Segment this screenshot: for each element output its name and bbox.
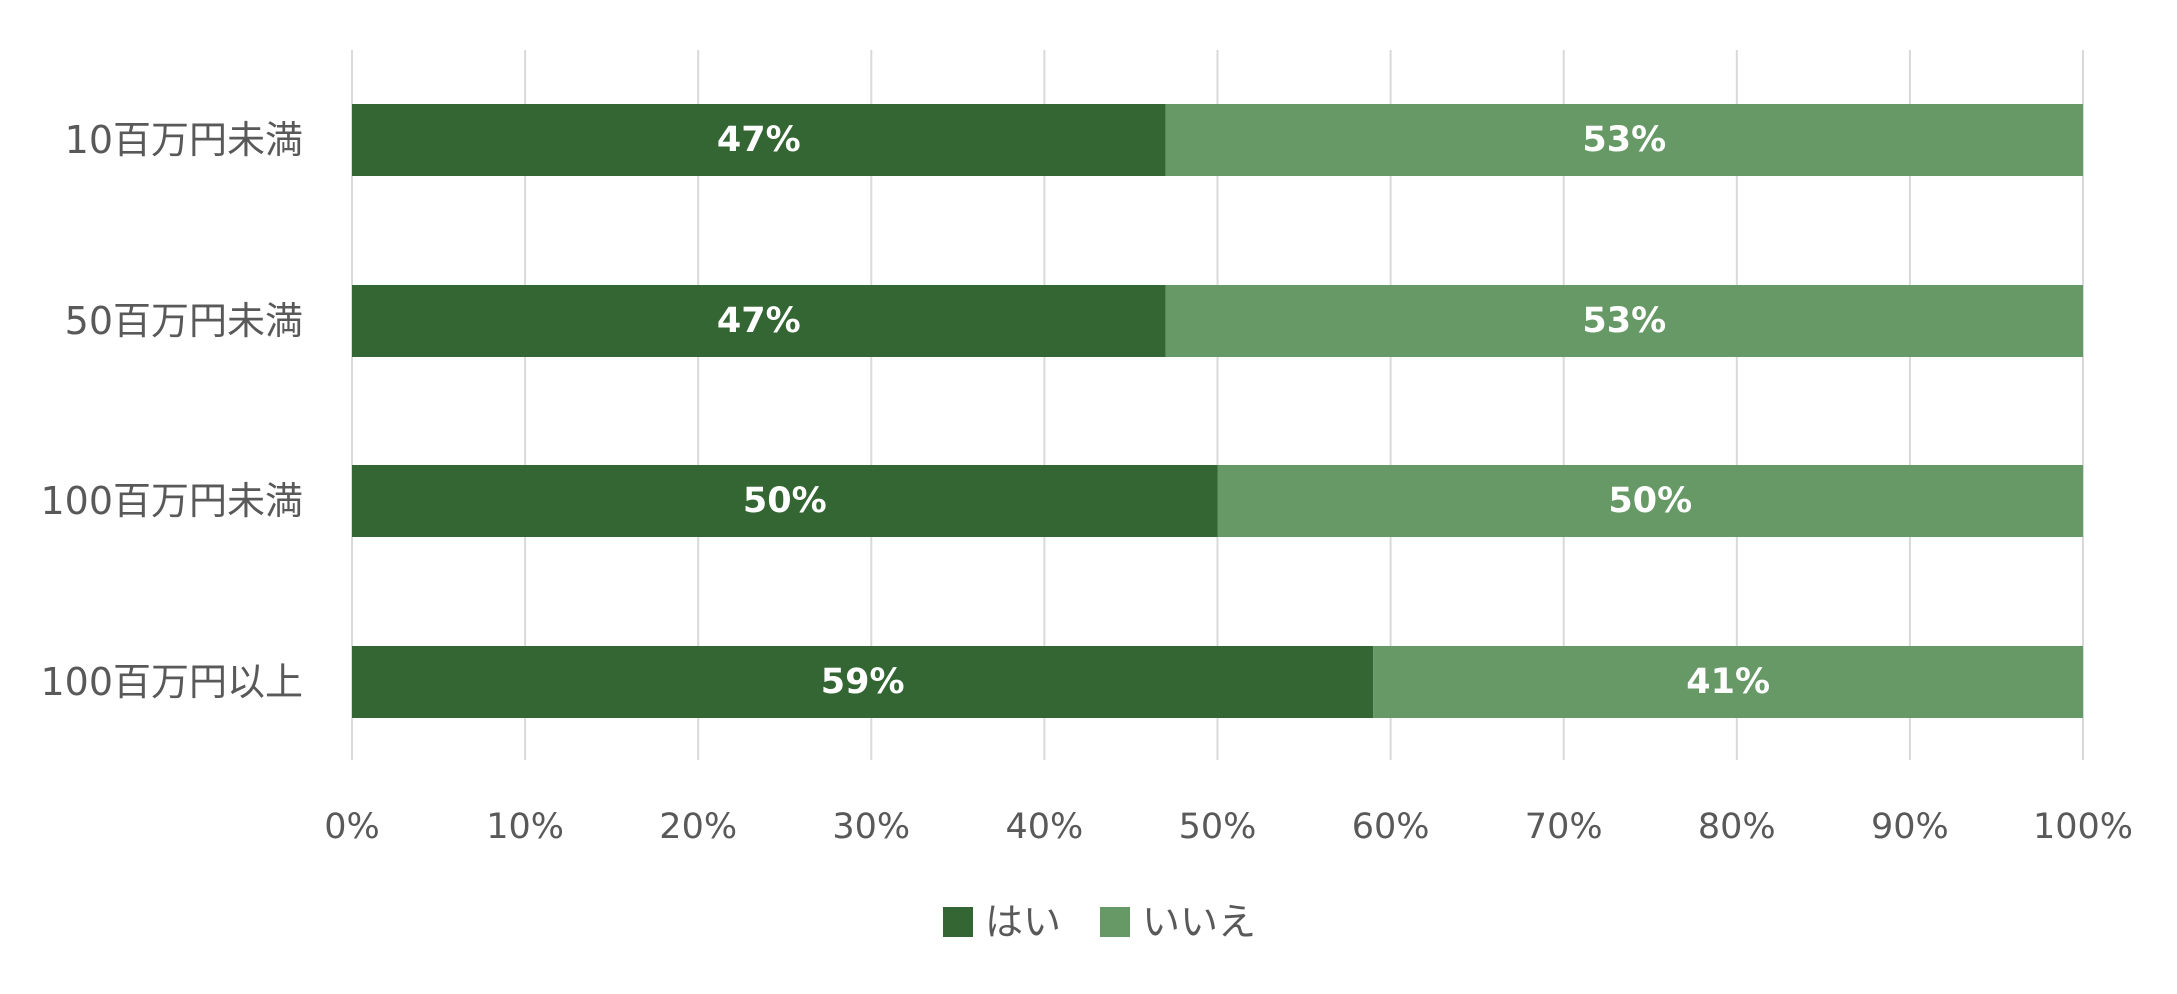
bar-segment-iie (1165, 104, 2083, 176)
x-tick-label: 0% (324, 807, 380, 847)
x-tick-label: 20% (659, 807, 737, 847)
x-tick-label: 30% (832, 807, 910, 847)
data-label: 47% (717, 120, 801, 160)
bar-segment-iie (1217, 465, 2083, 537)
bars (352, 104, 2083, 718)
x-tick-label: 10% (486, 807, 564, 847)
x-tick-label: 70% (1525, 807, 1603, 847)
legend-label: いいえ (1142, 900, 1256, 944)
data-labels: 47% 53% 47% 53% 50% 50% 59% 41% (717, 120, 1770, 702)
x-tick-label: 80% (1698, 807, 1776, 847)
x-tick-label: 100% (2033, 807, 2133, 847)
legend-swatch (1100, 907, 1130, 937)
bar-segment-iie (1373, 646, 2083, 718)
data-label: 47% (717, 301, 801, 341)
data-label: 50% (1608, 481, 1692, 521)
data-label: 59% (821, 662, 905, 702)
data-label: 53% (1582, 301, 1666, 341)
category-label: 100百万円未満 (40, 479, 303, 523)
x-tick-label: 50% (1179, 807, 1257, 847)
category-label: 10百万円未満 (65, 118, 303, 162)
data-label: 50% (743, 481, 827, 521)
legend-swatch (943, 907, 973, 937)
category-label: 50百万円未満 (65, 299, 303, 343)
category-axis: 10百万円未満 50百万円未満 100百万円未満 100百万円以上 (40, 118, 303, 704)
legend-label: はい (985, 900, 1061, 944)
bar-segment-hai (352, 285, 1166, 357)
x-tick-label: 90% (1871, 807, 1949, 847)
bar-segment-hai (352, 646, 1374, 718)
category-label: 100百万円以上 (40, 660, 303, 704)
x-tick-label: 40% (1006, 807, 1084, 847)
bar-segment-iie (1165, 285, 2083, 357)
value-axis: 0% 10% 20% 30% 40% 50% 60% 70% 80% 90% 100% (324, 807, 2133, 847)
legend: はい いいえ (943, 900, 1256, 944)
bar-segment-hai (352, 465, 1218, 537)
bar-segment-hai (352, 104, 1166, 176)
data-label: 41% (1686, 662, 1770, 702)
data-label: 53% (1582, 120, 1666, 160)
x-tick-label: 60% (1352, 807, 1430, 847)
